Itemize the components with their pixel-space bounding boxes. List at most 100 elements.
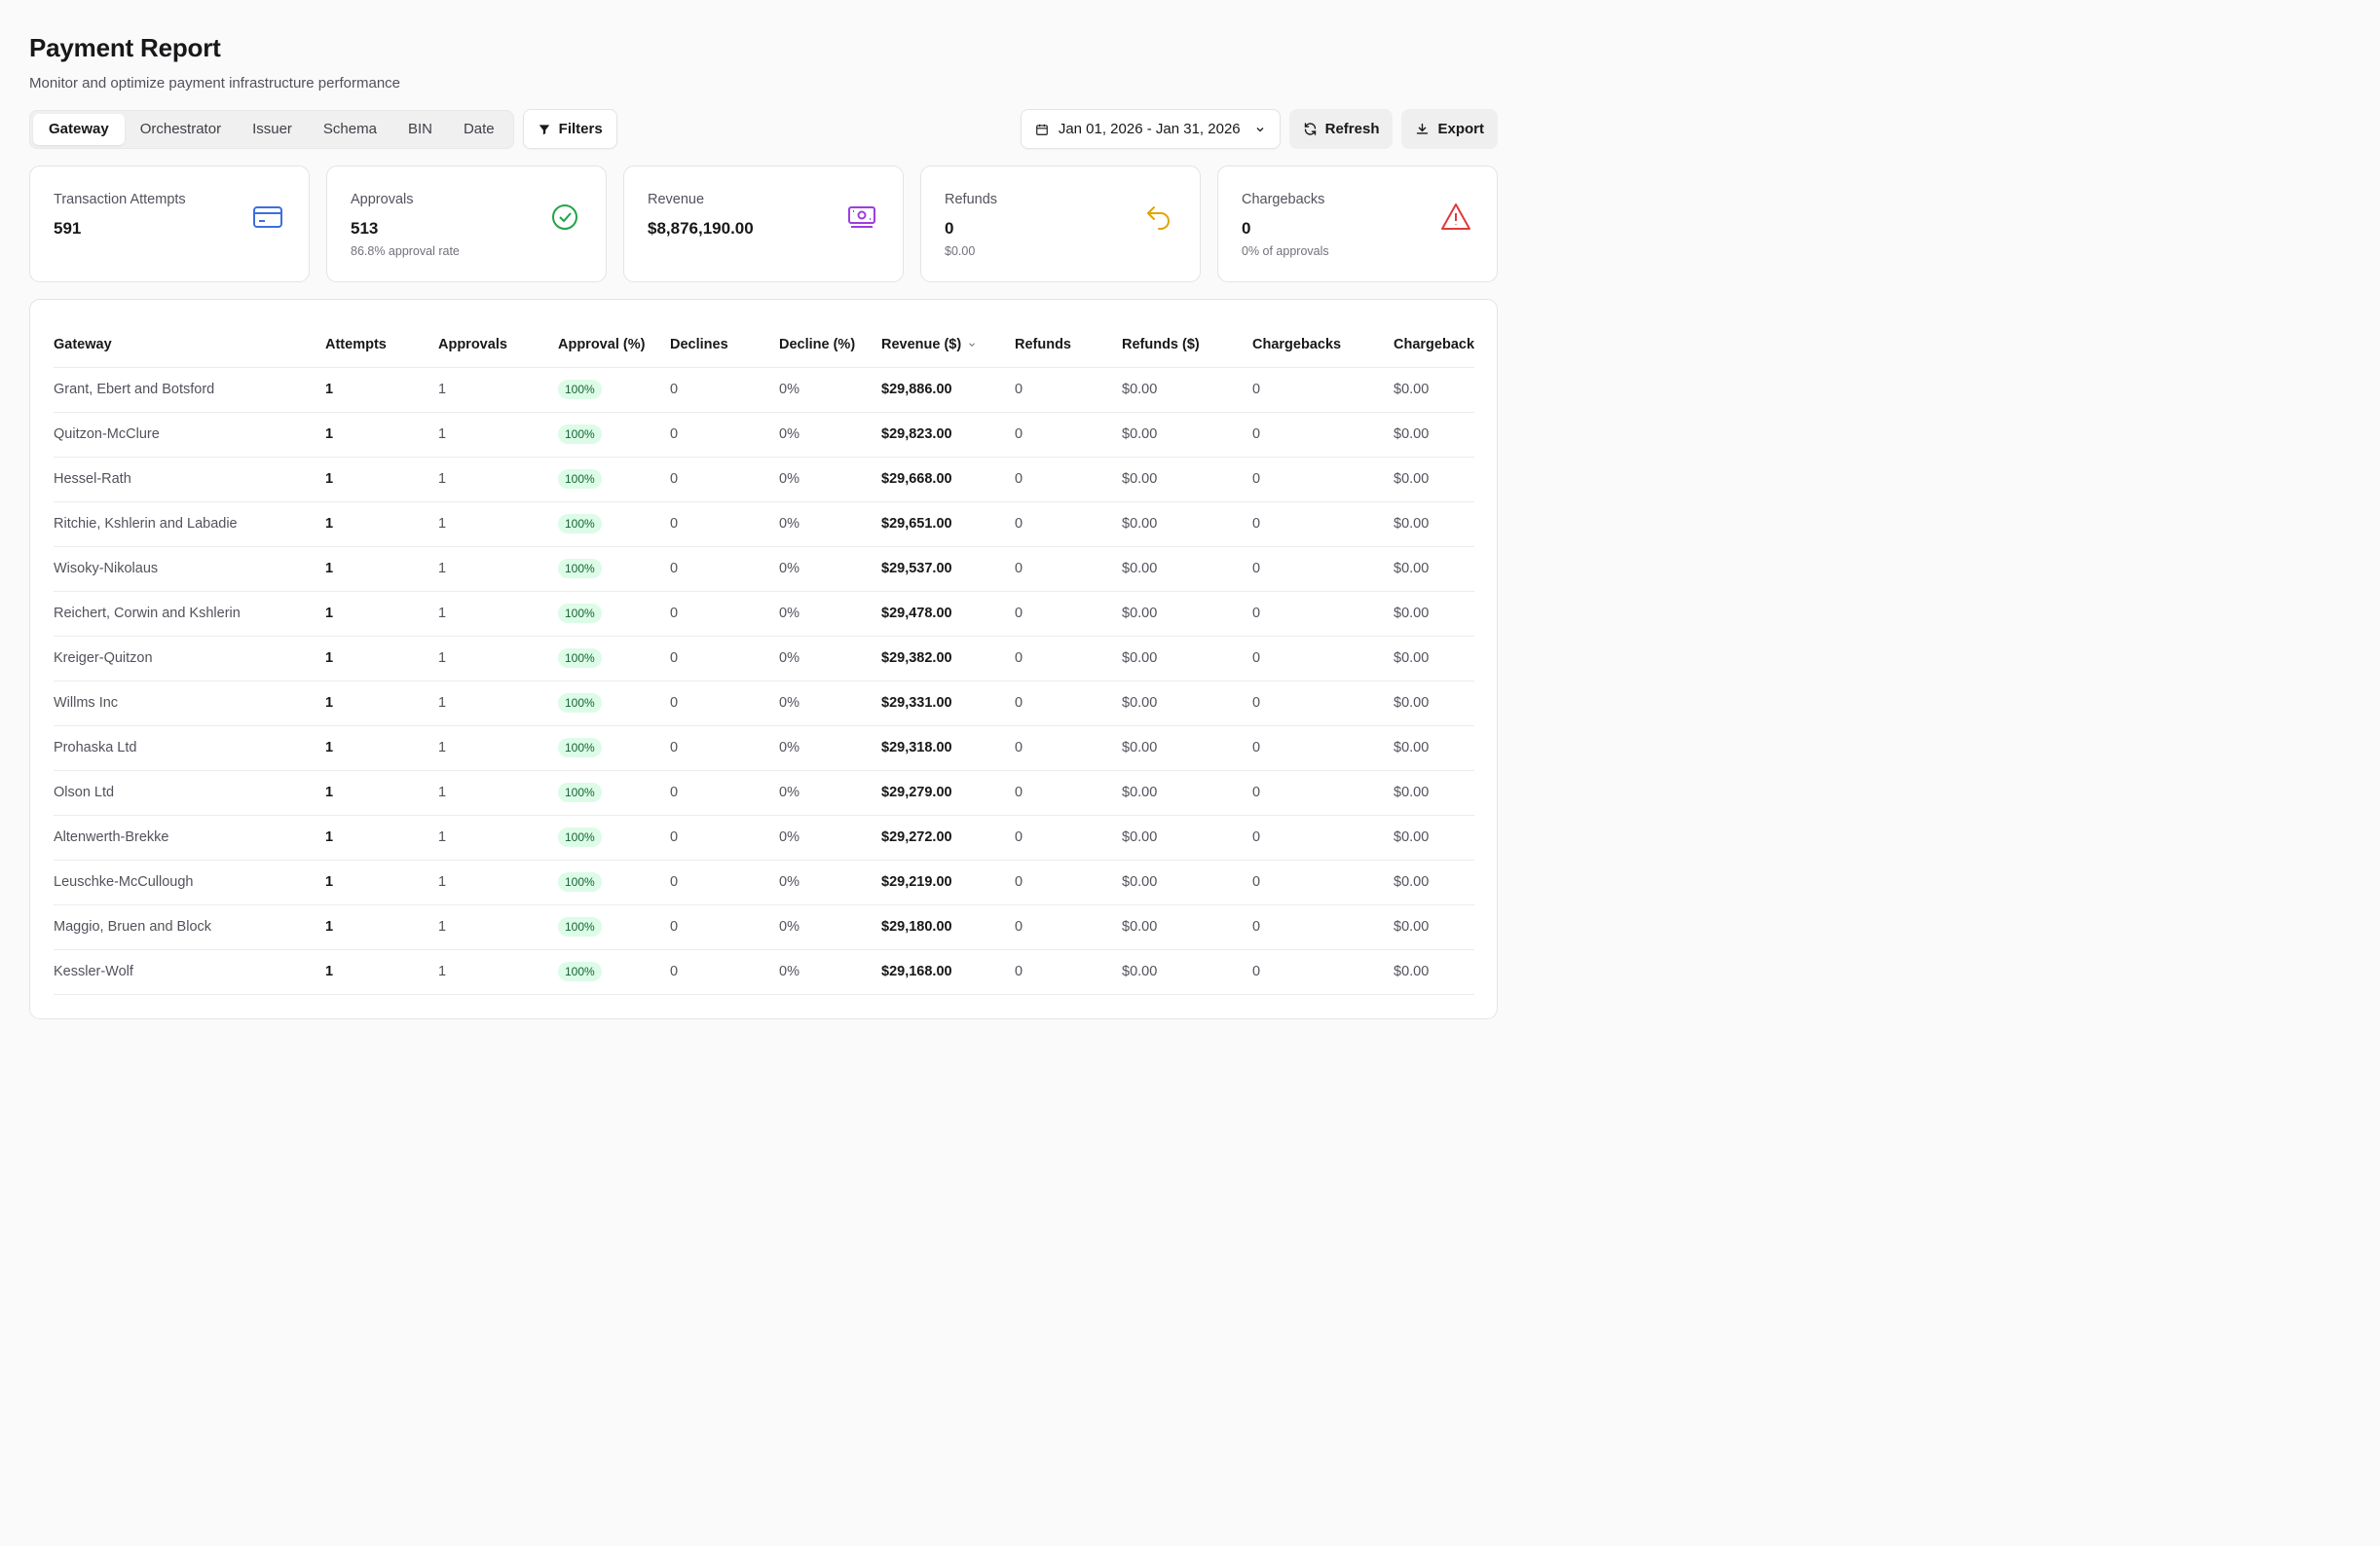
tab-issuer[interactable]: Issuer: [252, 121, 292, 137]
cell-approval-rate: 100%: [558, 367, 670, 413]
date-range-picker[interactable]: Jan 01, 2026 - Jan 31, 2026: [1020, 109, 1281, 149]
column-header[interactable]: Chargeback: [1394, 300, 1474, 368]
cell-gateway-name: Olson Ltd: [54, 770, 325, 816]
filters-button[interactable]: Filters: [522, 109, 617, 149]
column-header[interactable]: Decline (%): [779, 300, 881, 368]
cell-decline-rate: 0%: [779, 412, 881, 458]
cell-attempts: 1: [325, 725, 438, 771]
tab-bin[interactable]: BIN: [407, 121, 432, 137]
table-row[interactable]: Maggio, Bruen and Block 1 1 100% 0 0% $29,180.…: [54, 904, 1474, 950]
cell-gateway-name: Altenwerth-Brekke: [54, 815, 325, 861]
table-row[interactable]: Ritchie, Kshlerin and Labadie 1 1 100% 0 0% $2…: [54, 501, 1474, 547]
table-row[interactable]: Grant, Ebert and Botsford 1 1 100% 0 0% $29,88…: [54, 367, 1474, 413]
cell-refunds: 0: [1015, 949, 1122, 995]
cell-decline-rate: 0%: [779, 501, 881, 547]
cell-decline-rate: 0%: [779, 591, 881, 637]
cell-chargeback-amount: $0.00: [1394, 770, 1474, 816]
cell-chargebacks: 0: [1252, 949, 1394, 995]
cell-refunds-amount: $0.00: [1122, 501, 1252, 547]
column-header[interactable]: Refunds ($): [1122, 300, 1252, 368]
cell-declines: 0: [670, 770, 779, 816]
cell-chargeback-amount: $0.00: [1394, 367, 1474, 413]
alert-triangle-icon: [1441, 203, 1470, 230]
cell-refunds: 0: [1015, 412, 1122, 458]
cell-chargebacks: 0: [1252, 815, 1394, 861]
cell-chargeback-amount: $0.00: [1394, 546, 1474, 592]
column-header[interactable]: Approval (%): [558, 300, 670, 368]
cell-refunds-amount: $0.00: [1122, 636, 1252, 681]
table-row[interactable]: Reichert, Corwin and Kshlerin 1 1 100% 0 0% $2…: [54, 591, 1474, 637]
cell-gateway-name: Hessel-Rath: [54, 457, 325, 502]
cell-attempts: 1: [325, 546, 438, 592]
cell-approval-rate: 100%: [558, 904, 670, 950]
card-revenue: Revenue $8,876,190.00: [623, 166, 904, 282]
cell-approvals: 1: [438, 591, 558, 637]
column-header[interactable]: Declines: [670, 300, 779, 368]
cell-decline-rate: 0%: [779, 636, 881, 681]
cell-revenue: $29,318.00: [881, 725, 1015, 771]
cell-attempts: 1: [325, 636, 438, 681]
column-header[interactable]: Attempts: [325, 300, 438, 368]
cell-approvals: 1: [438, 770, 558, 816]
table-row[interactable]: Kreiger-Quitzon 1 1 100% 0 0% $29,382.00 0 $0.00…: [54, 636, 1474, 681]
cell-chargeback-amount: $0.00: [1394, 904, 1474, 950]
cell-refunds-amount: $0.00: [1122, 860, 1252, 905]
table-row[interactable]: Olson Ltd 1 1 100% 0 0% $29,279.00 0 $0.00 0 $0.00: [54, 770, 1474, 816]
cell-approval-rate: 100%: [558, 546, 670, 592]
cell-chargebacks: 0: [1252, 770, 1394, 816]
column-header[interactable]: Gateway: [54, 300, 325, 368]
table-row[interactable]: Wisoky-Nikolaus 1 1 100% 0 0% $29,537.00 0 $0.00…: [54, 546, 1474, 592]
approval-rate-badge: 100%: [558, 783, 602, 802]
tab-schema[interactable]: Schema: [322, 121, 377, 137]
tab-orchestrator[interactable]: Orchestrator: [139, 121, 222, 137]
cell-decline-rate: 0%: [779, 860, 881, 905]
cell-declines: 0: [670, 636, 779, 681]
column-header[interactable]: Refunds: [1015, 300, 1122, 368]
column-header[interactable]: Approvals: [438, 300, 558, 368]
cell-approval-rate: 100%: [558, 681, 670, 726]
refresh-label: Refresh: [1324, 121, 1380, 137]
tab-gateway[interactable]: Gateway: [33, 113, 125, 145]
sort-chevron-down-icon: [969, 343, 976, 348]
table-row[interactable]: Prohaska Ltd 1 1 100% 0 0% $29,318.00 0 $0.00 0 $0…: [54, 725, 1474, 771]
table-row[interactable]: Willms Inc 1 1 100% 0 0% $29,331.00 0 $0.00 0 $0.0…: [54, 681, 1474, 726]
export-label: Export: [1437, 121, 1484, 137]
cell-decline-rate: 0%: [779, 770, 881, 816]
refresh-button[interactable]: Refresh: [1288, 109, 1394, 149]
cell-chargebacks: 0: [1252, 546, 1394, 592]
column-header-sorted[interactable]: Revenue ($): [881, 300, 1015, 368]
card-label: Chargebacks: [1242, 192, 1325, 207]
cell-refunds: 0: [1015, 815, 1122, 861]
tab-date[interactable]: Date: [463, 121, 495, 137]
cell-revenue: $29,823.00: [881, 412, 1015, 458]
cell-chargeback-amount: $0.00: [1394, 725, 1474, 771]
cell-approvals: 1: [438, 860, 558, 905]
table-row[interactable]: Quitzon-McClure 1 1 100% 0 0% $29,823.00 0 $0.00…: [54, 412, 1474, 458]
table-row[interactable]: Hessel-Rath 1 1 100% 0 0% $29,668.00 0 $0.00 0 $0.…: [54, 457, 1474, 502]
cell-approvals: 1: [438, 546, 558, 592]
table-row[interactable]: Altenwerth-Brekke 1 1 100% 0 0% $29,272.00 0 $0.…: [54, 815, 1474, 861]
approval-rate-badge: 100%: [558, 380, 602, 399]
cell-refunds: 0: [1015, 367, 1122, 413]
column-header-label: Revenue ($): [881, 337, 962, 353]
table-row[interactable]: Leuschke-McCullough 1 1 100% 0 0% $29,219.00 0 $…: [54, 860, 1474, 905]
card-subtext: $0.00: [945, 244, 976, 258]
card-subtext: 86.8% approval rate: [351, 244, 460, 258]
summary-cards: Transaction Attempts 591 Approvals 513 8…: [29, 166, 1498, 282]
cell-refunds: 0: [1015, 457, 1122, 502]
export-button[interactable]: Export: [1401, 109, 1498, 149]
column-header[interactable]: Chargebacks: [1252, 300, 1394, 368]
cell-revenue: $29,668.00: [881, 457, 1015, 502]
approval-rate-badge: 100%: [558, 559, 602, 578]
table-row[interactable]: Kessler-Wolf 1 1 100% 0 0% $29,168.00 0 $0.00 0 $0…: [54, 949, 1474, 995]
cell-refunds-amount: $0.00: [1122, 725, 1252, 771]
cell-gateway-name: Wisoky-Nikolaus: [54, 546, 325, 592]
card-value: 591: [54, 219, 82, 238]
cell-refunds-amount: $0.00: [1122, 815, 1252, 861]
cell-chargebacks: 0: [1252, 860, 1394, 905]
cell-approvals: 1: [438, 815, 558, 861]
card-value: 513: [351, 219, 379, 238]
cell-approvals: 1: [438, 681, 558, 726]
cell-approval-rate: 100%: [558, 815, 670, 861]
approval-rate-badge: 100%: [558, 424, 602, 444]
